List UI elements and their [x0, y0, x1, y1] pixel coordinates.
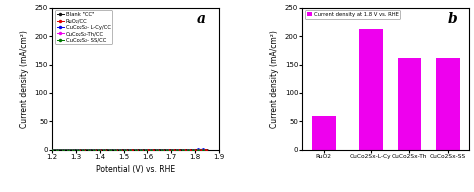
Bar — [359, 29, 383, 150]
Legend: Current density at 1.8 V vs. RHE: Current density at 1.8 V vs. RHE — [305, 10, 401, 19]
Y-axis label: Current density (mA/cm²): Current density (mA/cm²) — [20, 30, 29, 128]
Bar — [398, 58, 421, 150]
X-axis label: Potential (V) vs. RHE: Potential (V) vs. RHE — [96, 166, 175, 175]
Bar — [436, 58, 460, 150]
Text: a: a — [197, 12, 206, 26]
Bar — [312, 116, 336, 150]
Y-axis label: Current density (mA/cm²): Current density (mA/cm²) — [270, 30, 279, 128]
Legend: Blank "CC", RuO₂/CC, CuCo₂S₂- L-Cy/CC, CuCo₂S₂-Th/CC, CuCo₂S₂- SS/CC: Blank "CC", RuO₂/CC, CuCo₂S₂- L-Cy/CC, C… — [55, 10, 112, 44]
Text: b: b — [447, 12, 457, 26]
